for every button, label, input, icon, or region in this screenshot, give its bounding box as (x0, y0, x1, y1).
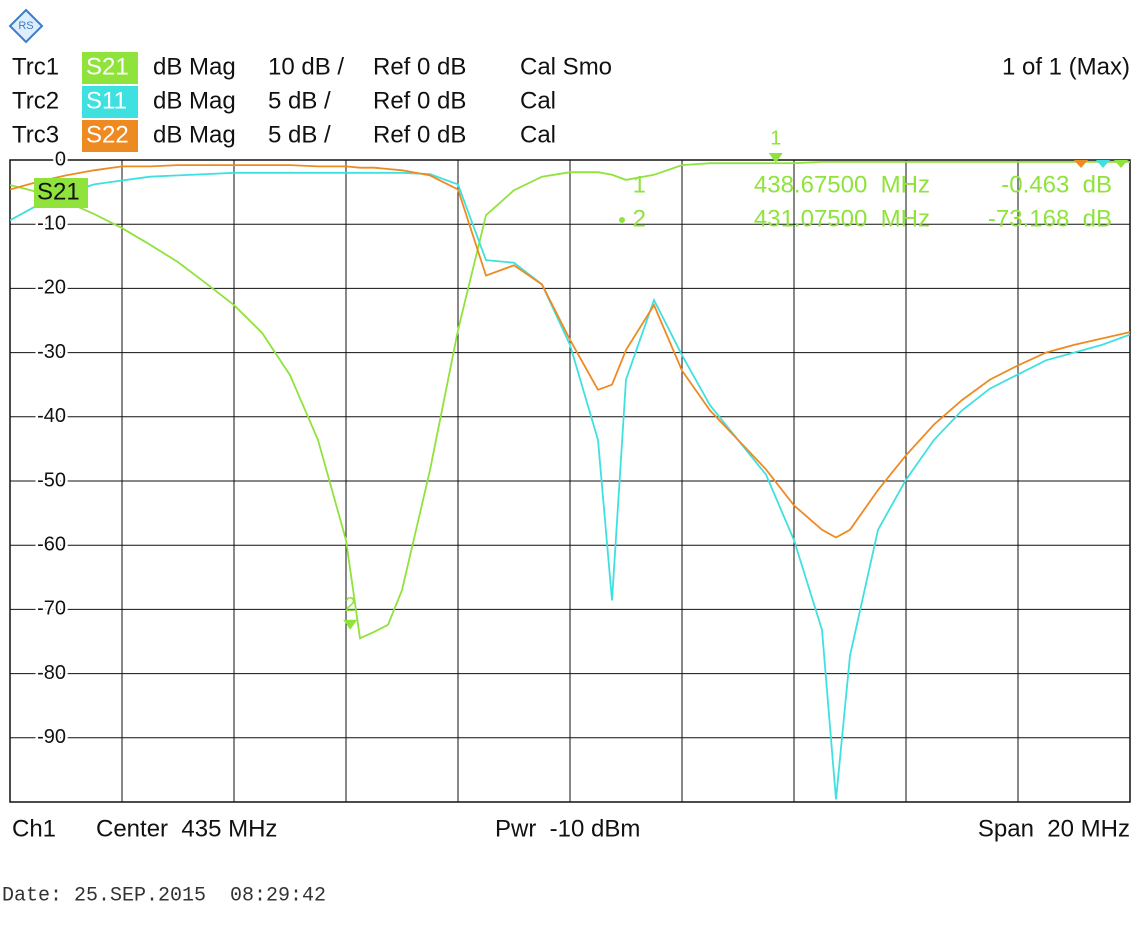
y-tick-label: -30 (37, 341, 66, 363)
marker (768, 152, 783, 163)
ref-indicator (1114, 160, 1128, 168)
trace-scale: 10 dB / (268, 53, 344, 80)
trace-format: dB Mag (153, 121, 236, 148)
marker-table-name: 2 (633, 205, 646, 232)
trace-label: Trc2 (12, 87, 59, 114)
date: Date: 25.SEP.2015 08:29:42 (2, 884, 326, 907)
marker-table-value: -73.168 dB (988, 205, 1112, 232)
active-marker-dot (619, 217, 625, 223)
marker-table-name: 1 (633, 171, 646, 198)
trace-line (10, 161, 1130, 640)
trace-scale: 5 dB / (268, 87, 331, 114)
marker-label: 2 (345, 594, 356, 616)
trace-cal: Cal Smo (520, 53, 612, 80)
marker-label: 1 (770, 127, 781, 149)
marker-table-x: 438.67500 MHz (754, 171, 930, 198)
y-tick-label: -90 (37, 726, 66, 748)
trace-tag-box (34, 178, 88, 208)
trace-name: S11 (86, 87, 127, 114)
y-tick-label: -70 (37, 598, 66, 620)
trace-cal: Cal (520, 87, 556, 114)
trace-format: dB Mag (153, 53, 236, 80)
channel: Ch1 (12, 815, 56, 842)
svg-text:RS: RS (18, 20, 33, 32)
trace-name: S21 (86, 53, 129, 80)
sweep-status: 1 of 1 (Max) (1002, 53, 1130, 80)
trace-ref: Ref 0 dB (373, 53, 466, 80)
trace-label: Trc1 (12, 53, 59, 80)
ref-indicator (1074, 160, 1088, 168)
trace-name: S22 (86, 121, 129, 148)
y-tick-label: 0 (55, 148, 66, 170)
power: Pwr -10 dBm (495, 815, 640, 842)
marker (343, 619, 358, 630)
trace-label: Trc3 (12, 121, 59, 148)
trace-name-box (82, 52, 138, 84)
trace-ref: Ref 0 dB (373, 87, 466, 114)
marker-table-value: -0.463 dB (1001, 171, 1112, 198)
y-tick-label: -40 (37, 405, 66, 427)
trace-name-box (82, 120, 138, 152)
trace-line (10, 164, 1130, 539)
center-freq: Center 435 MHz (96, 815, 277, 842)
ref-indicator (1096, 160, 1110, 168)
marker-table-x: 431.07500 MHz (754, 205, 930, 232)
trace-name-box (82, 86, 138, 118)
span: Span 20 MHz (978, 815, 1130, 842)
logo: RS (8, 8, 44, 44)
y-tick-label: -60 (37, 533, 66, 555)
trace-scale: 5 dB / (268, 121, 331, 148)
y-tick-label: -20 (37, 277, 66, 299)
trace-line (10, 171, 1130, 800)
trace-format: dB Mag (153, 87, 236, 114)
trace-cal: Cal (520, 121, 556, 148)
y-tick-label: -50 (37, 469, 66, 491)
y-tick-label: -10 (37, 212, 66, 234)
y-tick-label: -80 (37, 662, 66, 684)
trace-ref: Ref 0 dB (373, 121, 466, 148)
trace-tag: S21 (37, 178, 80, 205)
